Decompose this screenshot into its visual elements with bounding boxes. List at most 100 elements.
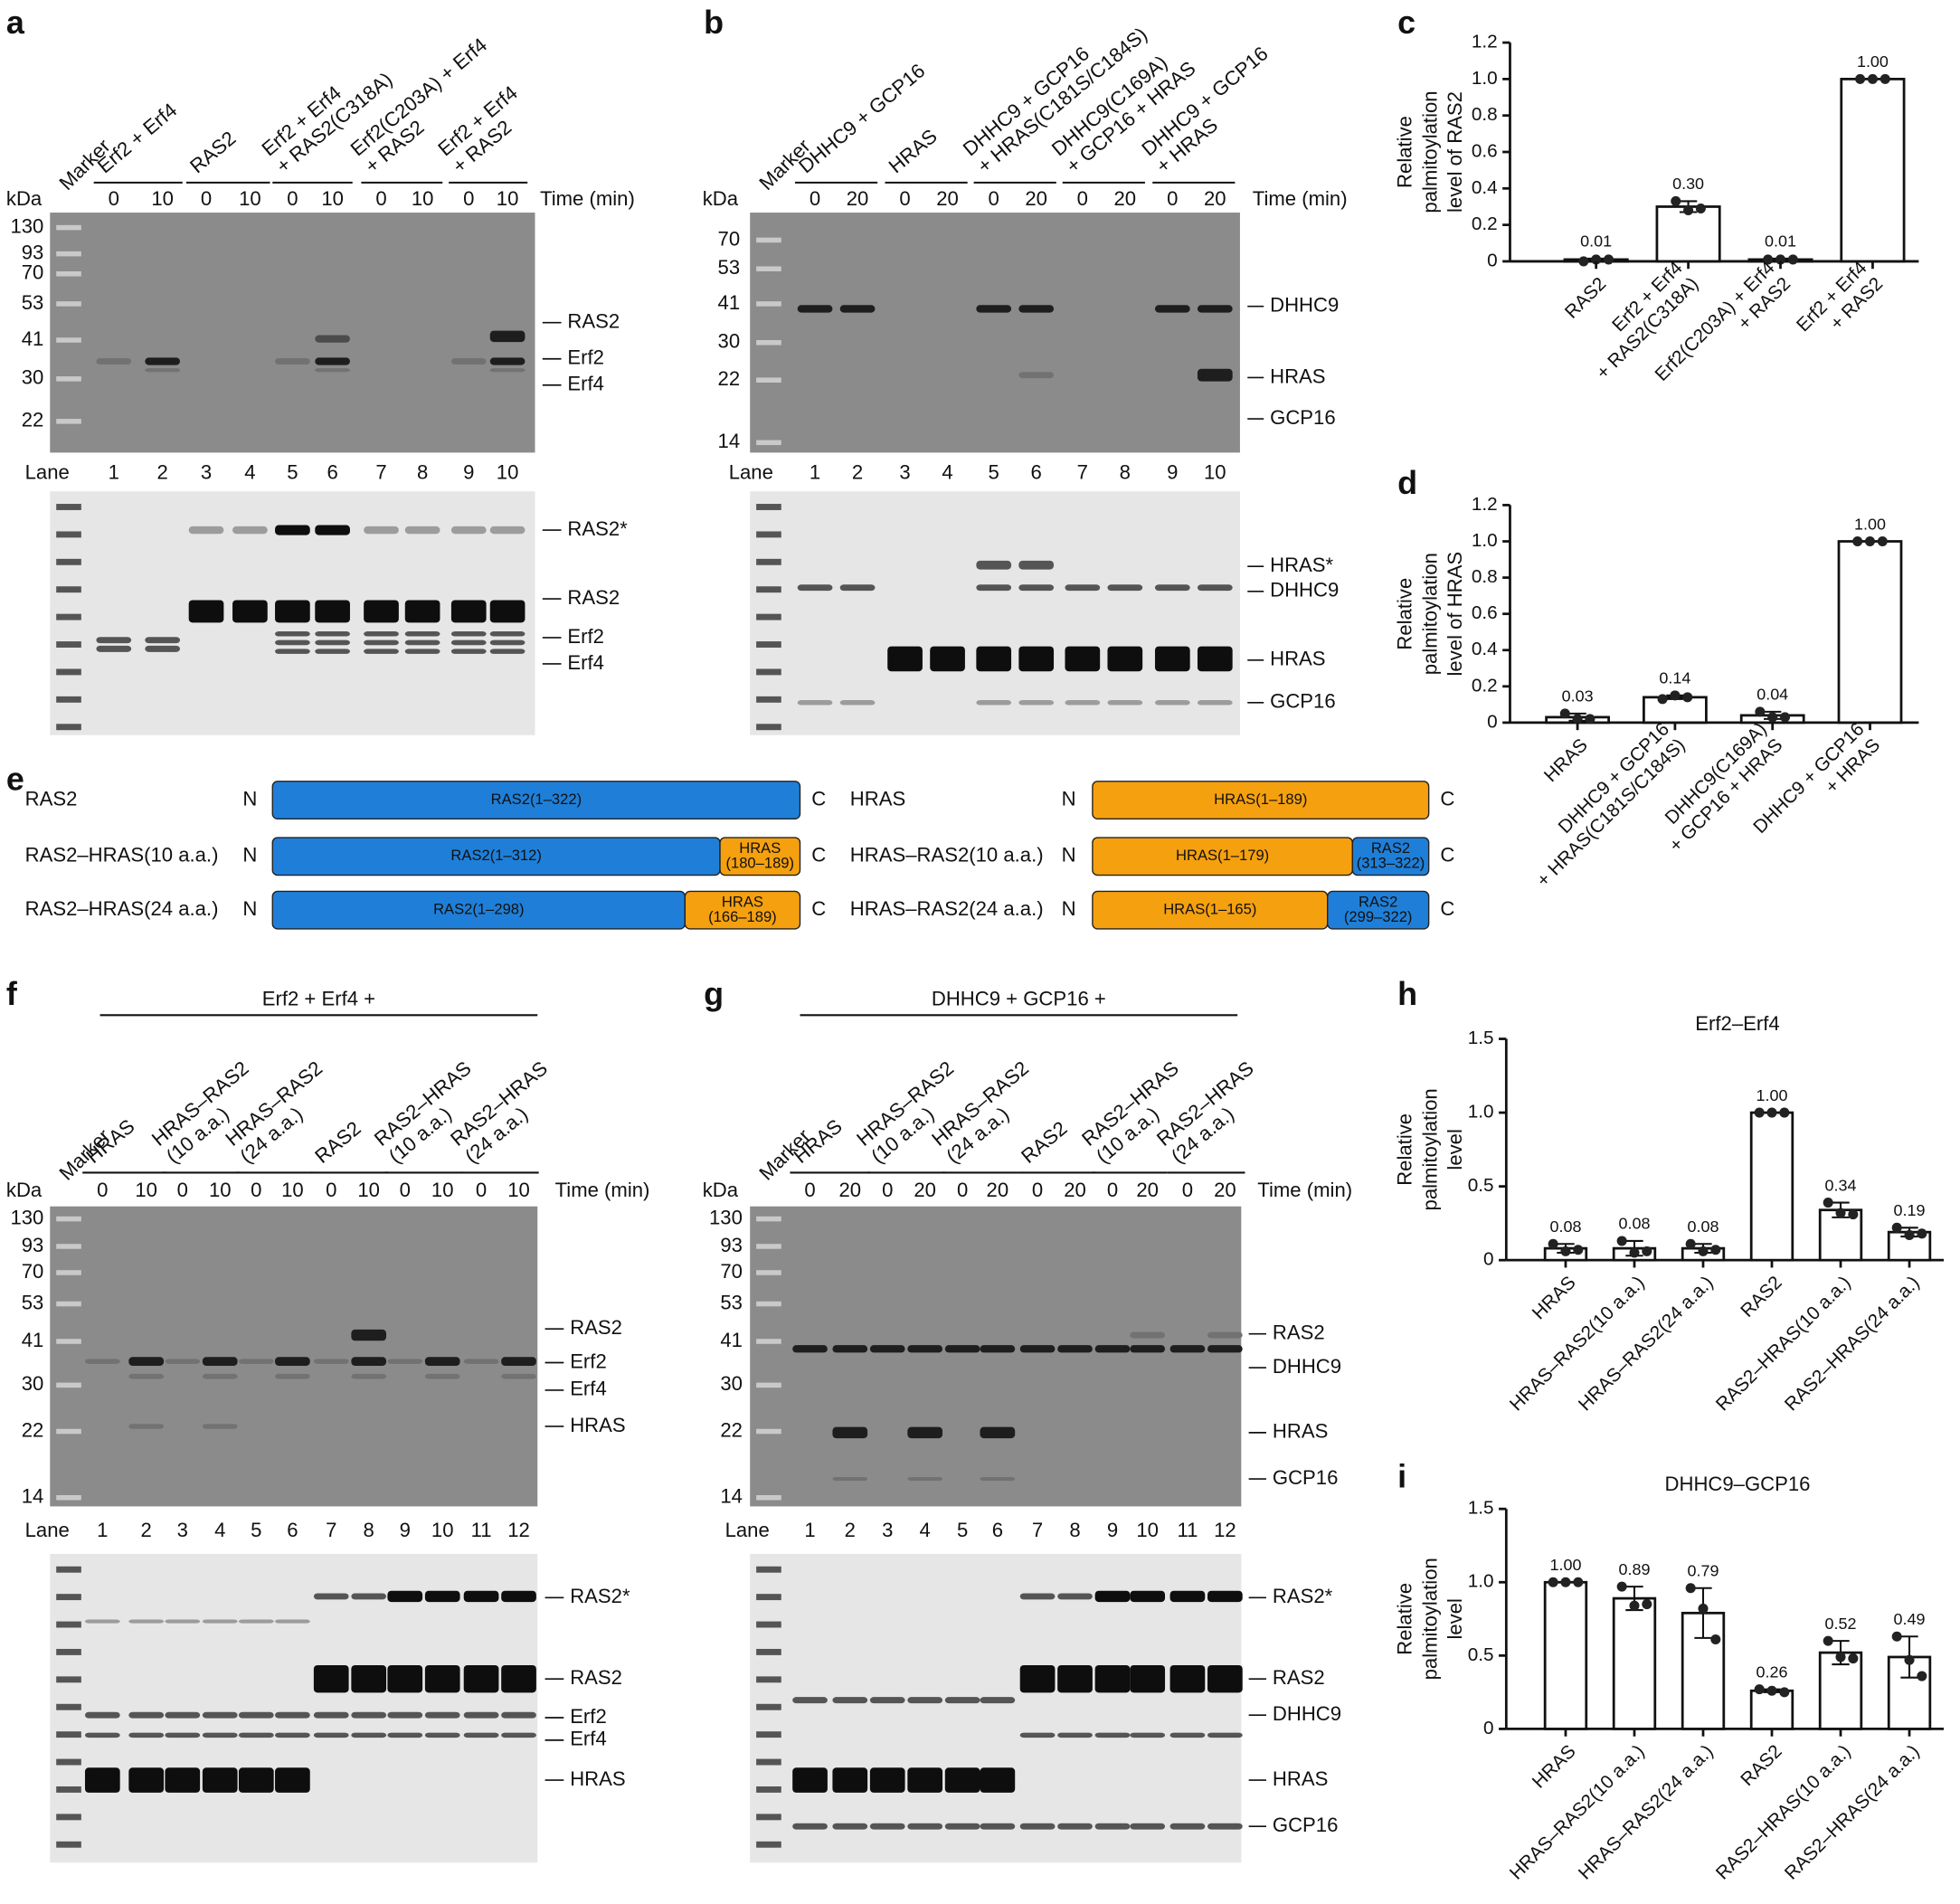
data-point: [1573, 1577, 1584, 1587]
c-terminus: C: [1440, 787, 1454, 810]
band-label: DHHC9: [1270, 579, 1339, 602]
group-label: HRAS: [885, 125, 942, 178]
y-tick-label: 0.6: [1472, 602, 1498, 623]
gel-band: [792, 1823, 828, 1830]
gel-band: [404, 631, 440, 637]
ladder-band: [56, 1814, 81, 1821]
gel-band: [907, 1476, 943, 1482]
y-tick-label: 0.4: [1472, 177, 1498, 198]
time-label: 10: [357, 1179, 380, 1201]
data-point: [1682, 692, 1693, 703]
segment-label: HRAS(1–189): [1214, 791, 1307, 808]
band-label: Erf4: [570, 1378, 607, 1400]
gel-band: [797, 584, 833, 592]
gel-band: [351, 1593, 387, 1600]
x-tick-label: RAS2–HRAS(24 a.a.): [1781, 1272, 1924, 1415]
ladder-band: [56, 558, 81, 565]
gel-band: [839, 305, 876, 313]
time-label: 0: [375, 187, 386, 210]
ladder-band: [756, 1648, 781, 1655]
gel-band: [96, 358, 132, 365]
value-label: 0.01: [1580, 232, 1612, 251]
gel-band: [489, 330, 526, 343]
gel-band: [944, 1345, 980, 1353]
panel-letter: i: [1397, 1458, 1406, 1495]
gel-band: [1018, 700, 1055, 706]
ladder-band: [756, 1339, 781, 1344]
gel-band: [145, 637, 181, 644]
time-label: 10: [412, 187, 434, 210]
gel-bottom: [750, 1553, 1242, 1863]
gel-band: [1019, 1593, 1056, 1600]
y-tick-label: 1.5: [1468, 1498, 1494, 1519]
band-label: RAS2: [567, 586, 620, 609]
panel-letter: e: [6, 760, 24, 797]
y-tick-label: 0: [1487, 711, 1498, 732]
lane-number: 1: [804, 1519, 815, 1541]
gel-band: [387, 1590, 423, 1603]
time-label: 0: [1182, 1179, 1193, 1201]
y-tick-label: 0.2: [1472, 675, 1498, 696]
gel-band: [128, 1732, 165, 1738]
time-label: 0: [1077, 187, 1088, 210]
gel-band: [832, 1823, 868, 1830]
ladder-band: [756, 340, 781, 346]
lane-number: 6: [1031, 461, 1042, 484]
gel-band: [351, 1664, 387, 1693]
x-tick-label: HRAS: [1529, 1272, 1580, 1323]
ladder-band: [56, 1758, 81, 1766]
gel-band: [1130, 1732, 1166, 1738]
gel-band: [869, 1697, 905, 1704]
gel-band: [424, 1732, 460, 1738]
gel-band: [128, 1357, 165, 1366]
ladder-band: [756, 724, 781, 731]
gel-band: [238, 1711, 274, 1719]
ladder-band: [56, 1382, 81, 1388]
ladder-band: [56, 1270, 81, 1275]
gel-band: [980, 1767, 1016, 1793]
y-tick-label: 0.2: [1472, 213, 1498, 234]
gel-band: [976, 646, 1012, 672]
construct-name: RAS2: [25, 787, 78, 810]
x-tick-label: HRAS: [1529, 1741, 1580, 1793]
y-tick-label: 1.5: [1468, 1028, 1494, 1048]
ladder-band: [56, 531, 81, 538]
lane-number: 3: [177, 1519, 188, 1541]
gel-band: [1019, 1345, 1056, 1353]
group-label: RAS2: [185, 127, 240, 177]
time-label: 0: [1107, 1179, 1118, 1201]
gel-band: [980, 1823, 1016, 1830]
segment-label: HRAS: [722, 893, 763, 910]
gel-band: [944, 1697, 980, 1704]
lane-number: 1: [109, 461, 119, 484]
gel-band: [1207, 1664, 1243, 1693]
gel-band: [944, 1823, 980, 1830]
gel-band: [907, 1823, 943, 1830]
time-label: 10: [135, 1179, 157, 1201]
gel-band: [869, 1345, 905, 1353]
gel-band: [1057, 1732, 1093, 1738]
data-point: [1823, 1635, 1833, 1646]
kda-marker: 41: [22, 327, 44, 350]
time-label: 0: [109, 187, 119, 210]
data-point: [1917, 1671, 1927, 1681]
gel-band: [424, 1357, 460, 1366]
lane-number: 7: [326, 1519, 336, 1541]
chart-title: DHHC9–GCP16: [1665, 1473, 1811, 1495]
data-point: [1848, 1653, 1859, 1664]
gel-band: [1154, 584, 1190, 592]
data-point: [1548, 1238, 1558, 1249]
value-label: 0.79: [1688, 1562, 1719, 1580]
data-point: [1917, 1228, 1927, 1239]
construct-name: RAS2–HRAS(24 a.a.): [25, 897, 219, 920]
data-point: [1685, 1583, 1696, 1594]
y-axis-label: palmitoylation: [1418, 1558, 1441, 1680]
gel-band: [1207, 1331, 1243, 1339]
lane-number: 8: [417, 461, 428, 484]
kda-marker: 53: [718, 256, 741, 279]
lane-number: 4: [244, 461, 255, 484]
gel-band: [313, 1732, 349, 1738]
data-point: [1763, 254, 1774, 265]
lane-title: Lane: [729, 461, 773, 484]
gel-band: [1018, 646, 1055, 672]
